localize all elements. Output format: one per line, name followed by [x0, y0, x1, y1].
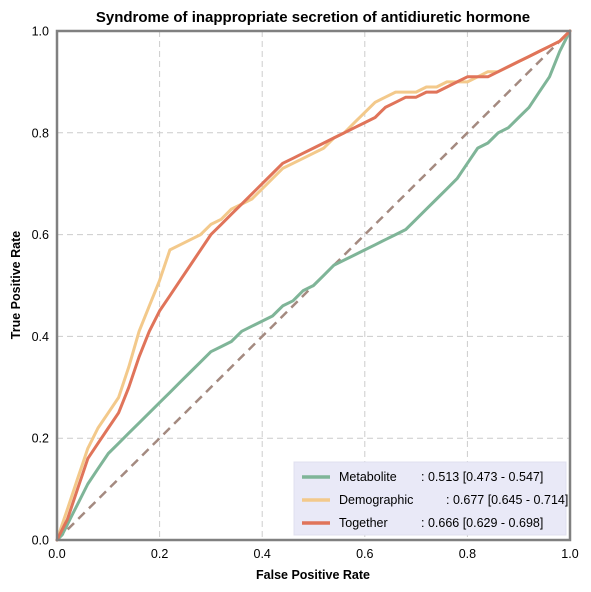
legend-value-demographic: : 0.677 [0.645 - 0.714]	[446, 493, 568, 507]
series-line-together	[55, 29, 572, 542]
series-lines	[55, 29, 572, 542]
grid	[57, 31, 570, 540]
x-tick-label: 0.0	[48, 547, 65, 561]
legend-value-together: : 0.666 [0.629 - 0.698]	[421, 516, 543, 530]
y-tick-label: 1.0	[32, 25, 49, 39]
plot-frame	[55, 29, 572, 542]
y-tick-labels: 0.0 0.2 0.4 0.6 0.8 1.0	[32, 25, 49, 548]
legend-label-together: Together	[339, 516, 388, 530]
x-tick-label: 0.6	[356, 547, 373, 561]
chart-title: Syndrome of inappropriate secretion of a…	[96, 9, 530, 26]
legend-value-metabolite: : 0.513 [0.473 - 0.547]	[421, 470, 543, 484]
legend-label-demographic: Demographic	[339, 493, 413, 507]
series-line-metabolite	[55, 29, 572, 542]
legend: Metabolite : 0.513 [0.473 - 0.547] Demogra…	[293, 461, 568, 536]
y-tick-label: 0.6	[32, 228, 49, 242]
x-tick-labels: 0.0 0.2 0.4 0.6 0.8 1.0	[48, 547, 578, 561]
y-tick-label: 0.2	[32, 432, 49, 446]
x-tick-label: 0.4	[254, 547, 271, 561]
x-tick-label: 1.0	[561, 547, 578, 561]
legend-box	[293, 461, 567, 536]
y-tick-label: 0.8	[32, 126, 49, 140]
x-tick-label: 0.8	[459, 547, 476, 561]
y-tick-label: 0.0	[32, 534, 49, 548]
y-axis-label: True Positive Rate	[9, 231, 23, 339]
y-tick-label: 0.4	[32, 330, 49, 344]
x-tick-label: 0.2	[151, 547, 168, 561]
legend-label-metabolite: Metabolite	[339, 470, 397, 484]
x-axis-label: False Positive Rate	[256, 568, 370, 582]
